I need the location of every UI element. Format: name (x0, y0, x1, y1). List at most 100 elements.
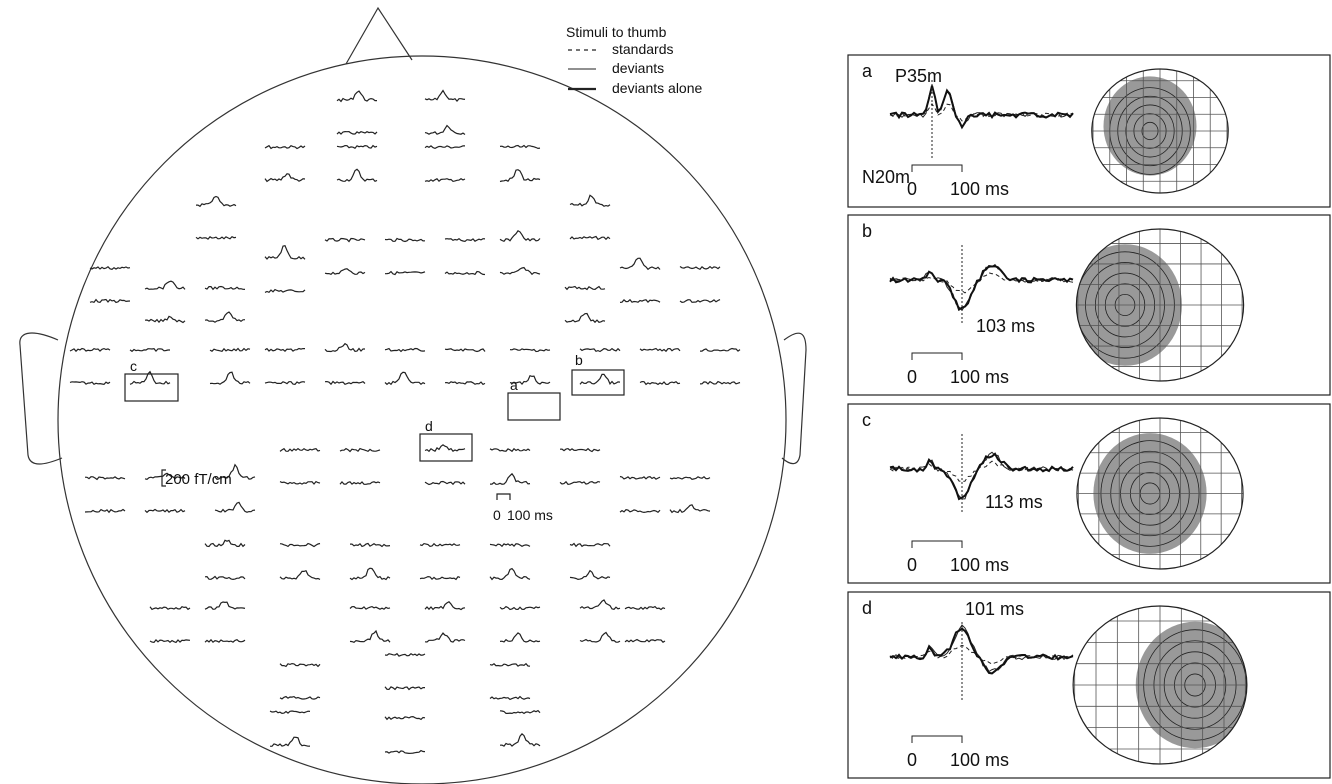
sensor-trace (569, 194, 611, 207)
sensor-trace (264, 173, 306, 183)
sensor-trace (209, 347, 251, 352)
sensor-trace (264, 347, 305, 353)
time-scale-start: 0 (907, 179, 917, 199)
waveform-deviant-alone (889, 627, 1074, 675)
sensor-trace (444, 237, 486, 243)
time-scale-end: 100 ms (950, 179, 1009, 199)
sensor-trace (569, 542, 611, 548)
sensor-trace (639, 380, 681, 386)
sensor-trace (279, 569, 321, 580)
sensor-trace (489, 662, 531, 667)
sensor-trace (424, 444, 466, 453)
sensor-trace (489, 543, 531, 548)
head-outline (19, 6, 807, 784)
sensor-trace (144, 280, 186, 290)
sensor-trace (89, 266, 131, 270)
sensor-trace (269, 710, 311, 715)
sensor-trace (204, 285, 246, 291)
time-scale-bar (496, 493, 511, 500)
waveform-deviant (889, 624, 1074, 673)
sensor-trace (279, 695, 321, 700)
sensor-trace (384, 652, 426, 657)
sensor-trace (384, 347, 426, 353)
time-scale-start: 0 (493, 507, 501, 523)
sensor-trace (279, 662, 321, 668)
sensor-trace (204, 638, 246, 644)
time-scale-start: 0 (907, 367, 917, 387)
sensor-trace (699, 380, 741, 385)
sensor-trace (264, 144, 306, 150)
waveform-deviant (889, 263, 1074, 311)
sensor-trace (144, 315, 186, 324)
sensor-trace (624, 605, 666, 611)
sensor-trace (499, 169, 541, 183)
box-label: c (130, 358, 137, 374)
sensor-trace (424, 480, 466, 486)
legend-item: standards (612, 41, 673, 57)
sensor-trace (336, 168, 378, 183)
time-scale-bar (911, 352, 963, 360)
sensor-trace (579, 373, 621, 386)
amplitude-scale-bar (161, 469, 166, 487)
sensor-trace (336, 130, 378, 135)
sensor-trace (564, 312, 606, 324)
sensor-trace (499, 144, 541, 150)
sensor-trace (490, 472, 531, 485)
panel-frame (847, 403, 1331, 584)
waveform-deviant-alone (889, 265, 1074, 312)
sensor-trace (279, 542, 321, 548)
box-label: a (510, 377, 518, 393)
sensor-trace (569, 235, 611, 241)
sensor-trace (264, 245, 306, 260)
legend-title: Stimuli to thumb (566, 24, 667, 40)
sensor-trace (384, 237, 426, 243)
sensor-trace (509, 374, 551, 386)
sensor-trace (214, 501, 256, 513)
sensor-trace (509, 348, 551, 353)
head-map (1076, 418, 1244, 569)
sensor-trace (679, 299, 721, 304)
sensor-trace (264, 381, 306, 386)
peak-label: 101 ms (965, 599, 1024, 619)
sensor-trace (424, 632, 466, 643)
sensor-trace (144, 472, 186, 480)
sensor-trace (384, 715, 426, 721)
sensor-trace (324, 268, 366, 275)
sensor-trace (214, 463, 256, 481)
sensor-trace (324, 380, 366, 386)
sensor-trace (84, 476, 126, 481)
sensor-trace (204, 539, 246, 548)
sensor-trace (336, 144, 378, 149)
peak-label: P35m (895, 66, 942, 86)
time-scale-start: 0 (907, 750, 917, 770)
head-map (1073, 606, 1247, 764)
sensor-trace (149, 606, 191, 611)
sensor-trace (579, 631, 621, 643)
sensor-trace (619, 475, 661, 480)
sensor-trace (669, 476, 711, 480)
sensor-trace (489, 567, 531, 581)
sensor-trace (499, 605, 541, 611)
amplitude-scale: 200 fT/cm (165, 471, 232, 488)
sensor-trace (559, 480, 601, 486)
box-label: d (425, 418, 433, 434)
sensor-trace (269, 736, 311, 747)
sensor-trace (700, 347, 741, 352)
panel-frame (847, 214, 1331, 396)
sensor-trace (679, 265, 721, 271)
time-scale-end: 100 ms (950, 367, 1009, 387)
head-map (1091, 69, 1229, 193)
sensor-trace (384, 749, 426, 755)
sensor-trace (489, 447, 531, 453)
sensor-trace (195, 235, 237, 240)
sensor-trace (384, 686, 425, 691)
panel-frame (847, 591, 1331, 779)
sensor-trace (424, 124, 466, 135)
time-scale-end: 100 ms (950, 750, 1009, 770)
sensor-trace (569, 569, 611, 581)
sensor-trace (69, 347, 111, 353)
head-outline (1076, 417, 1244, 570)
time-scale-start: 0 (907, 555, 917, 575)
